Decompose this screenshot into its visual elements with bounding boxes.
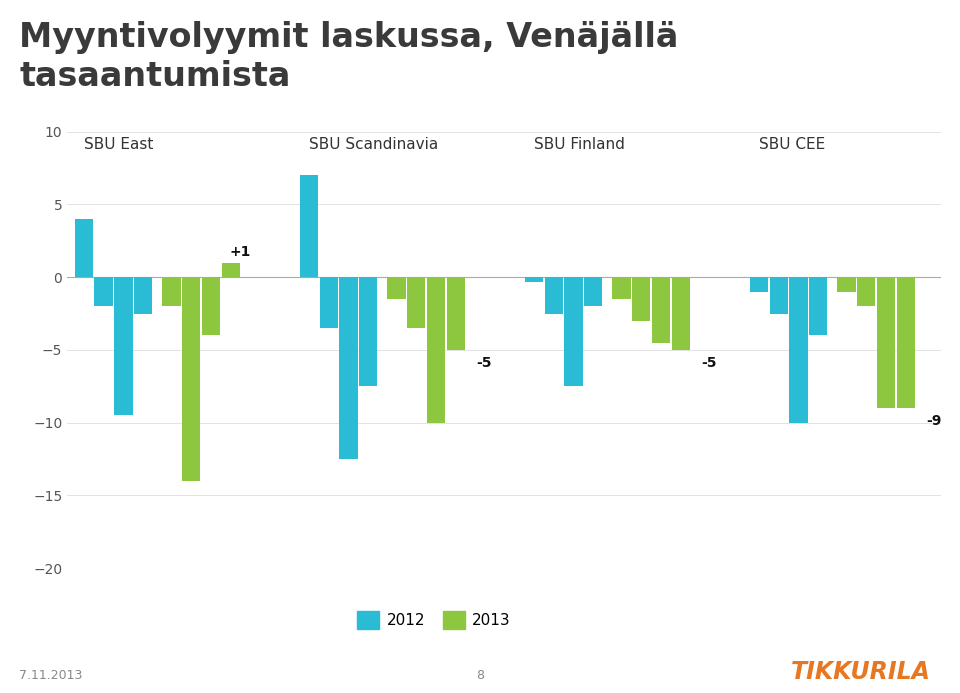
Bar [585,277,603,306]
Text: SBU CEE: SBU CEE [758,137,825,152]
Bar [359,277,377,386]
Bar [525,277,543,281]
Bar [877,277,896,408]
Bar [407,277,425,328]
Bar [300,175,318,277]
Bar [770,277,788,313]
Text: SBU Scandinavia: SBU Scandinavia [309,137,438,152]
Text: Myyntivolyymit laskussa, Venäjällä
tasaantumista: Myyntivolyymit laskussa, Venäjällä tasaa… [19,21,679,94]
Text: TIKKURILA: TIKKURILA [791,660,931,684]
Bar [182,277,201,481]
Text: 8: 8 [476,669,484,682]
Bar [387,277,405,299]
Bar [837,277,855,292]
Bar [750,277,768,292]
Bar [162,277,180,306]
Bar [114,277,132,415]
Text: SBU East: SBU East [84,137,154,152]
Bar [202,277,220,335]
Bar [94,277,112,306]
Text: Myyntivolyymien kehitys vuosineljänneksittäin, %-muutos vertailukaudesta: Myyntivolyymien kehitys vuosineljänneksi… [316,85,884,97]
Legend: 2012, 2013: 2012, 2013 [351,605,517,635]
Bar [134,277,153,313]
Bar [447,277,465,350]
Bar [672,277,690,350]
Text: -5: -5 [476,356,492,370]
Bar [564,277,583,386]
Bar [544,277,563,313]
Bar [340,277,357,459]
Bar [75,219,93,277]
Bar [897,277,915,408]
Text: -5: -5 [701,356,716,370]
Text: +1: +1 [229,245,251,259]
Bar [222,263,240,277]
Bar [789,277,807,423]
Bar [633,277,651,321]
Bar [857,277,876,306]
Bar [652,277,670,342]
Text: -9: -9 [925,414,942,428]
Bar [427,277,445,423]
Text: 7.11.2013: 7.11.2013 [19,669,83,682]
Bar [320,277,338,328]
Bar [809,277,828,335]
Bar [612,277,631,299]
Text: SBU Finland: SBU Finland [534,137,625,152]
